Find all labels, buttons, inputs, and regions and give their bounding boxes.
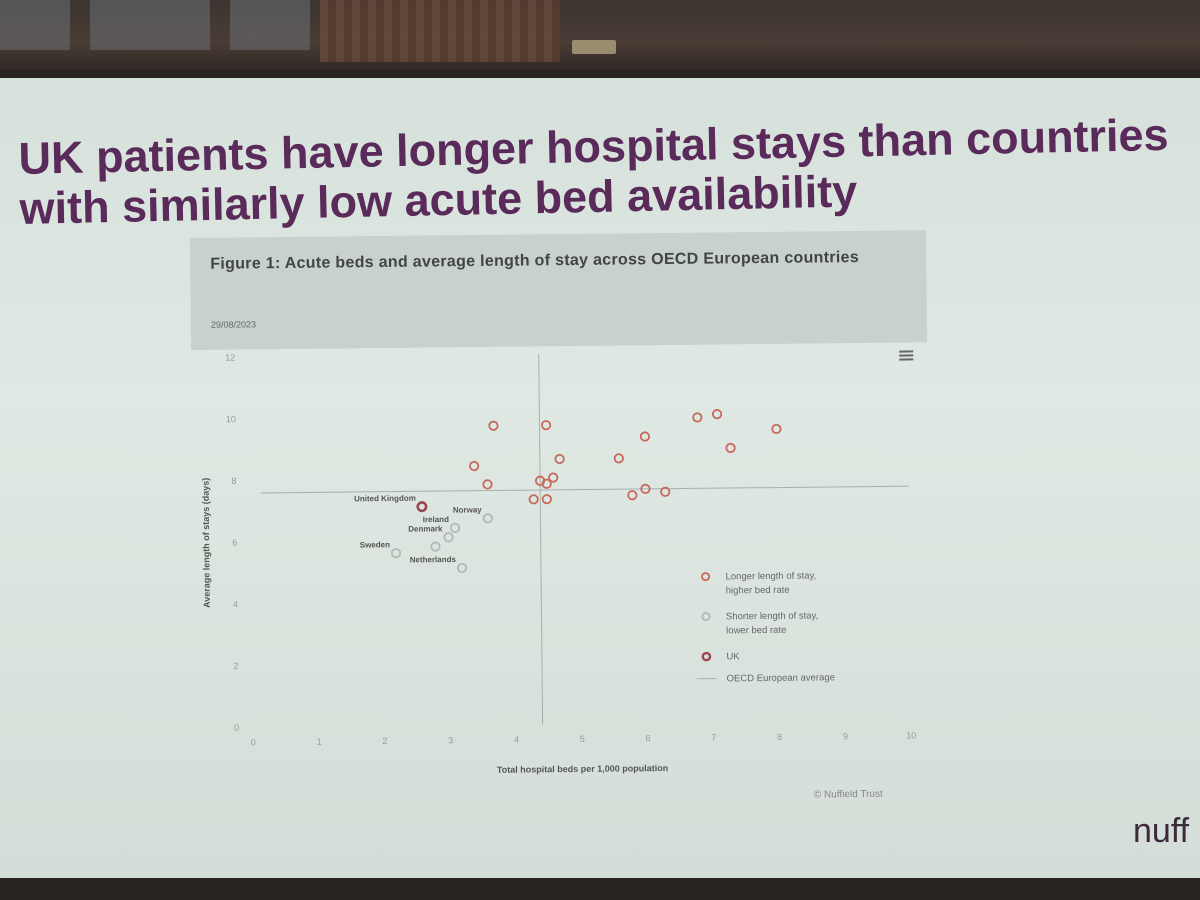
longer-data-point — [660, 486, 671, 497]
chart-credit: © Nuffield Trust — [813, 788, 883, 801]
longer-data-point — [548, 472, 559, 483]
shorter-data-point — [390, 548, 402, 559]
longer-data-point — [540, 420, 552, 431]
window-pane — [230, 0, 310, 50]
legend-longer-label-line2: higher bed rate — [726, 585, 790, 597]
point-label: Sweden — [360, 540, 390, 549]
y-tick-label: 2 — [233, 661, 238, 671]
longer-data-point — [692, 412, 703, 423]
longer-data-point — [541, 494, 552, 505]
room-background — [0, 0, 1200, 70]
y-tick-label: 0 — [234, 723, 239, 733]
longer-data-point — [469, 460, 480, 472]
point-label: Netherlands — [410, 555, 457, 564]
legend-longer-swatch — [701, 572, 711, 582]
legend-shorter-swatch — [701, 612, 711, 622]
y-tick-label: 4 — [233, 599, 238, 609]
point-label: Denmark — [408, 524, 443, 533]
point-label: United Kingdom — [354, 494, 416, 504]
longer-data-point — [627, 490, 638, 501]
longer-data-point — [771, 423, 782, 435]
window-pane — [0, 0, 70, 50]
longer-data-point — [711, 409, 723, 420]
legend-uk-swatch — [701, 651, 712, 662]
figure-date: 29/08/2023 — [210, 319, 257, 330]
x-tick-label: 3 — [448, 735, 453, 745]
shorter-data-point — [443, 532, 454, 543]
y-tick-label: 8 — [231, 476, 236, 486]
figure-title: Figure 1: Acute beds and average length … — [210, 248, 860, 273]
longer-data-point — [482, 479, 493, 490]
shorter-data-point — [449, 522, 461, 534]
projector-screen: UK patients have longer hospital stays t… — [0, 78, 1200, 878]
x-tick-label: 1 — [317, 737, 322, 747]
uk-data-point — [416, 501, 428, 513]
x-tick-label: 4 — [514, 735, 519, 745]
longer-data-point — [541, 478, 552, 489]
shorter-data-point — [430, 541, 441, 552]
point-label: Norway — [453, 505, 483, 514]
longer-data-point — [725, 442, 736, 454]
brand-logo-text: nuff — [1133, 812, 1190, 850]
legend-shorter-label: Shorter length of stay, — [726, 610, 818, 622]
y-tick-label: 6 — [232, 538, 237, 548]
figure-card: Figure 1: Acute beds and average length … — [190, 230, 932, 818]
figure-header: Figure 1: Acute beds and average length … — [190, 230, 928, 350]
window-pane — [90, 0, 210, 50]
longer-data-point — [613, 453, 624, 464]
legend-shorter-label-line2: lower bed rate — [726, 625, 786, 637]
x-axis-label: Total hospital beds per 1,000 population — [497, 763, 668, 775]
longer-data-point — [488, 420, 499, 431]
x-tick-label: 8 — [777, 732, 782, 742]
longer-data-point — [639, 431, 651, 442]
y-tick-label: 12 — [225, 353, 235, 363]
legend-average-label: OECD European average — [727, 672, 835, 684]
x-tick-label: 5 — [580, 734, 585, 744]
point-label: Ireland — [423, 515, 449, 524]
longer-data-point — [640, 483, 651, 495]
x-tick-label: 2 — [382, 736, 387, 746]
x-tick-label: 9 — [843, 731, 848, 741]
y-tick-label: 10 — [226, 414, 236, 424]
longer-data-point — [554, 453, 565, 465]
shorter-data-point — [482, 513, 493, 524]
shorter-data-point — [456, 562, 468, 574]
wall-plate — [572, 40, 616, 54]
x-tick-label: 10 — [906, 730, 916, 740]
x-tick-label: 0 — [251, 737, 256, 747]
slide-title: UK patients have longer hospital stays t… — [18, 109, 1200, 234]
curtain — [320, 0, 560, 62]
average-vertical-line — [538, 354, 544, 725]
longer-data-point — [528, 494, 539, 505]
x-tick-label: 7 — [711, 733, 716, 743]
y-axis-label: Average length of stays (days) — [201, 478, 212, 608]
average-horizontal-line — [260, 485, 909, 494]
legend-longer-label: Longer length of stay, — [726, 570, 817, 582]
legend-uk-label: UK — [726, 651, 740, 662]
x-tick-label: 6 — [646, 733, 651, 743]
